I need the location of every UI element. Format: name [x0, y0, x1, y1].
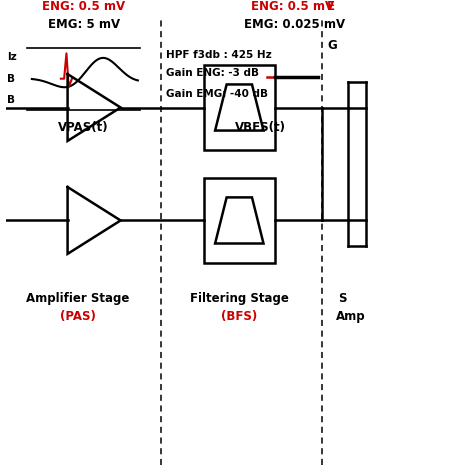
- Text: S: S: [338, 292, 347, 305]
- Text: ENG: 0.5 mV: ENG: 0.5 mV: [42, 0, 125, 13]
- Text: (PAS): (PAS): [60, 310, 96, 323]
- Text: HPF f3db : 425 Hz: HPF f3db : 425 Hz: [165, 50, 271, 60]
- Text: (BFS): (BFS): [221, 310, 257, 323]
- Text: ENG: 0.5 mV: ENG: 0.5 mV: [251, 0, 334, 13]
- Text: VPAS(t): VPAS(t): [58, 121, 109, 134]
- Text: Gain ENG: -3 dB: Gain ENG: -3 dB: [165, 68, 258, 78]
- Text: Filtering Stage: Filtering Stage: [190, 292, 289, 305]
- Text: EMG: 0.025 mV: EMG: 0.025 mV: [244, 18, 345, 31]
- Text: VBFS(t): VBFS(t): [235, 121, 285, 134]
- Text: E: E: [327, 0, 335, 13]
- Text: EMG: 5 mV: EMG: 5 mV: [48, 18, 120, 31]
- Text: Amp: Amp: [336, 310, 366, 323]
- Text: B: B: [8, 95, 16, 106]
- Text: lz: lz: [8, 52, 17, 62]
- Text: Gain EMG: -40 dB: Gain EMG: -40 dB: [165, 89, 267, 99]
- Text: Amplifier Stage: Amplifier Stage: [26, 292, 130, 305]
- Text: G: G: [327, 39, 337, 52]
- Text: B: B: [8, 73, 16, 84]
